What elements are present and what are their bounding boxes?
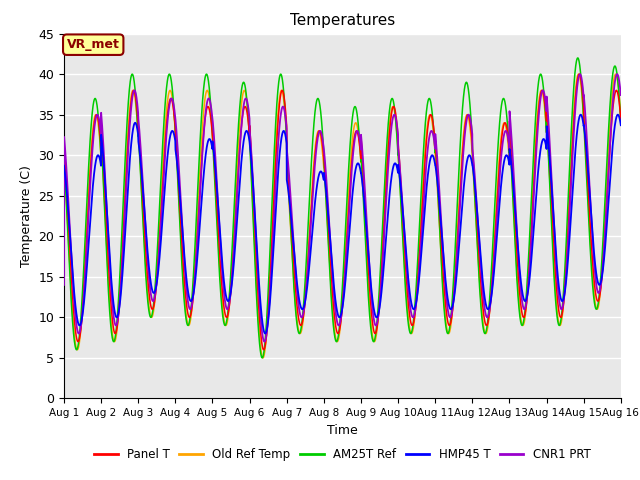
Old Ref Temp [409, 329, 417, 335]
Panel T [617, 116, 625, 122]
CNR1 PRT [127, 112, 134, 118]
HMP45 T [60, 163, 68, 168]
AM25T Ref [617, 120, 625, 125]
CNR1 PRT [260, 339, 268, 345]
Old Ref Temp [617, 114, 625, 120]
Old Ref Temp [273, 119, 281, 124]
Panel T [127, 104, 134, 110]
Y-axis label: Temperature (C): Temperature (C) [20, 165, 33, 267]
HMP45 T [617, 122, 625, 128]
Legend: Panel T, Old Ref Temp, AM25T Ref, HMP45 T, CNR1 PRT: Panel T, Old Ref Temp, AM25T Ref, HMP45 … [90, 443, 595, 466]
HMP45 T [409, 305, 417, 311]
CNR1 PRT [273, 153, 281, 158]
Panel T [575, 71, 583, 77]
Old Ref Temp [612, 71, 620, 77]
Panel T [588, 242, 595, 248]
HMP45 T [614, 112, 621, 118]
Text: VR_met: VR_met [67, 38, 120, 51]
Old Ref Temp [566, 192, 573, 198]
Old Ref Temp [127, 97, 134, 103]
AM25T Ref [574, 55, 582, 61]
Line: HMP45 T: HMP45 T [64, 115, 621, 334]
HMP45 T [127, 148, 134, 154]
HMP45 T [588, 215, 595, 221]
Old Ref Temp [588, 254, 595, 260]
Line: CNR1 PRT: CNR1 PRT [64, 74, 621, 342]
Old Ref Temp [60, 155, 68, 160]
AM25T Ref [273, 94, 281, 99]
HMP45 T [273, 181, 281, 187]
AM25T Ref [566, 168, 573, 173]
X-axis label: Time: Time [327, 424, 358, 437]
Panel T [273, 129, 281, 135]
Panel T [566, 204, 573, 210]
AM25T Ref [409, 325, 417, 331]
CNR1 PRT [613, 71, 621, 77]
Old Ref Temp [259, 355, 267, 361]
Line: Old Ref Temp: Old Ref Temp [64, 74, 621, 358]
CNR1 PRT [409, 314, 417, 320]
Panel T [409, 323, 417, 328]
AM25T Ref [127, 76, 134, 82]
Old Ref Temp [563, 247, 571, 252]
CNR1 PRT [588, 217, 595, 223]
AM25T Ref [60, 154, 68, 160]
AM25T Ref [259, 355, 266, 361]
CNR1 PRT [563, 261, 571, 266]
Title: Temperatures: Temperatures [290, 13, 395, 28]
Panel T [260, 347, 268, 353]
HMP45 T [563, 271, 571, 276]
HMP45 T [261, 331, 269, 336]
Panel T [60, 143, 68, 148]
CNR1 PRT [566, 214, 573, 220]
AM25T Ref [563, 226, 571, 232]
Line: Panel T: Panel T [64, 74, 621, 350]
Panel T [563, 255, 571, 261]
Line: AM25T Ref: AM25T Ref [64, 58, 621, 358]
CNR1 PRT [60, 282, 68, 288]
CNR1 PRT [617, 92, 625, 98]
HMP45 T [566, 236, 573, 242]
AM25T Ref [588, 266, 595, 272]
